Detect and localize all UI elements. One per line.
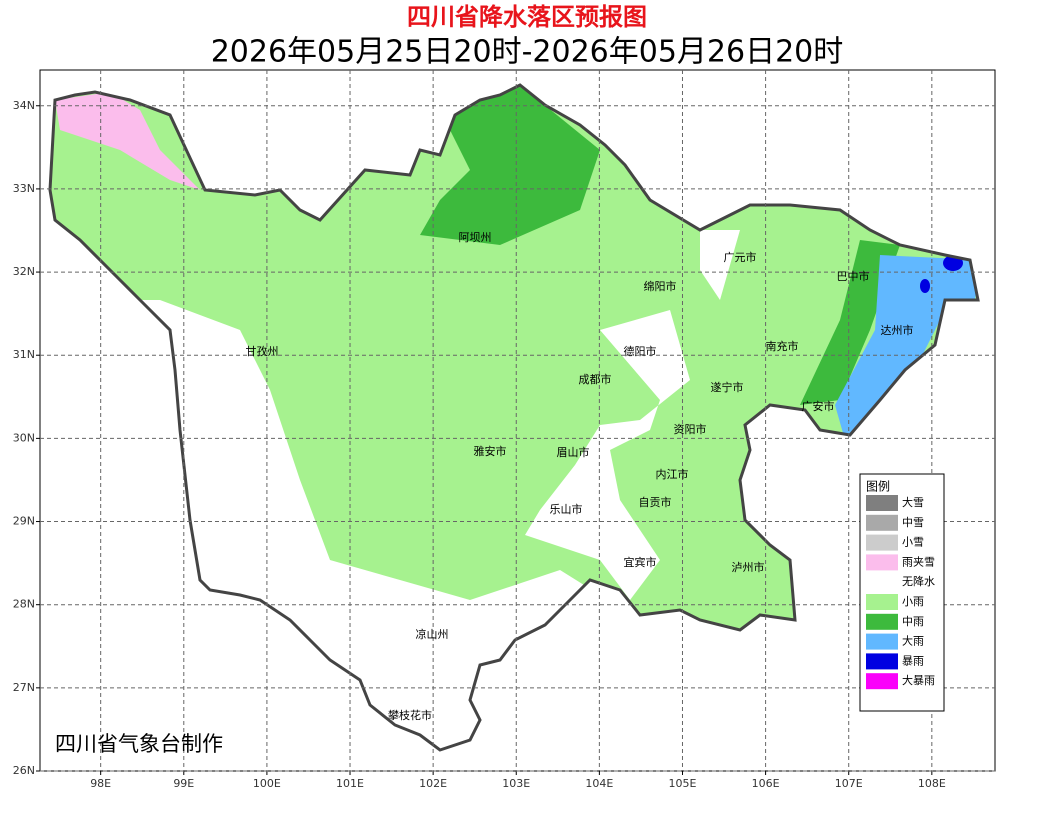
city-label: 广安市: [802, 399, 835, 413]
moderate-rain-area: [420, 85, 600, 245]
city-label: 南充市: [766, 339, 799, 353]
moderate-rain-area: [800, 240, 900, 405]
city-label: 阿坝州: [459, 230, 492, 244]
city-label: 乐山市: [550, 502, 583, 516]
legend-box: [859, 473, 945, 712]
legend-label: 中雪: [902, 516, 924, 529]
city-label: 凉山州: [416, 627, 449, 641]
legend-swatch: [866, 554, 898, 571]
legend-swatch: [866, 594, 898, 610]
y-tick-label: 26N: [13, 764, 35, 777]
sleet-area: [55, 92, 200, 190]
subtitle: 2026年05月25日20时-2026年05月26日20时: [211, 35, 844, 70]
x-tick-label: 106E: [752, 777, 780, 790]
legend-label: 大雨: [902, 634, 924, 648]
city-label: 甘孜州: [246, 344, 279, 358]
city-label: 成都市: [579, 372, 612, 386]
x-tick-label: 103E: [502, 777, 530, 790]
x-tick-label: 108E: [918, 777, 946, 790]
x-tick-label: 102E: [419, 777, 447, 790]
city-label: 绵阳市: [644, 279, 677, 293]
legend-swatch: [866, 633, 898, 650]
x-tick-label: 107E: [835, 777, 863, 790]
legend-swatch: [866, 514, 898, 531]
credit: 四川省气象台制作: [55, 732, 223, 756]
x-tick-label: 100E: [253, 777, 281, 790]
x-tick-label: 99E: [173, 777, 194, 790]
y-tick-label: 30N: [13, 431, 35, 444]
legend-label: 大暴雨: [902, 673, 935, 687]
x-tick-label: 105E: [669, 777, 697, 790]
city-label: 自贡市: [639, 495, 672, 509]
legend-label: 雨夹雪: [902, 555, 935, 568]
city-label: 广元市: [724, 250, 757, 264]
legend-label: 暴雨: [902, 654, 924, 667]
y-tick-label: 31N: [13, 348, 35, 361]
city-label: 攀枝花市: [388, 708, 432, 722]
y-tick-label: 29N: [13, 515, 35, 528]
legend-swatch: [866, 653, 898, 670]
legend-label: 小雨: [902, 595, 924, 608]
city-label: 泸州市: [732, 560, 765, 574]
y-tick-label: 33N: [13, 182, 35, 195]
city-label: 遂宁市: [711, 380, 744, 394]
no-precip-area: [525, 310, 690, 600]
city-label: 达州市: [881, 323, 914, 337]
no-precip-area: [700, 230, 740, 300]
city-label: 巴中市: [837, 269, 870, 283]
city-label: 宜宾市: [624, 555, 657, 569]
legend-title: 图例: [866, 480, 890, 494]
legend-label: 中雨: [902, 615, 924, 628]
x-tick-label: 98E: [90, 777, 111, 790]
x-tick-label: 104E: [585, 777, 613, 790]
grid: 98E 99E 100E 101E 102E 103E 104E 105E 106E 107E 10…: [13, 70, 995, 790]
legend-label: 无降水: [902, 574, 935, 588]
legend-label: 大雪: [902, 495, 924, 509]
city-label: 资阳市: [674, 422, 707, 436]
y-tick-label: 32N: [13, 265, 35, 278]
city-label: 内江市: [656, 467, 689, 481]
legend-swatch: [866, 534, 898, 551]
city-label: 眉山市: [557, 445, 590, 459]
x-tick-label: 101E: [336, 777, 364, 790]
y-tick-label: 34N: [13, 99, 35, 112]
rainstorm-area: [920, 279, 930, 293]
city-label: 德阳市: [624, 344, 657, 358]
legend-swatch: [866, 495, 898, 511]
legend-swatch: [866, 613, 898, 630]
city-label: 雅安市: [474, 444, 507, 458]
y-tick-label: 27N: [13, 681, 35, 694]
legend-label: 小雪: [902, 536, 924, 549]
y-tick-label: 28N: [13, 598, 35, 611]
legend-swatch: [866, 574, 898, 591]
title: 四川省降水落区预报图: [407, 3, 647, 31]
legend-swatch: [866, 673, 898, 690]
